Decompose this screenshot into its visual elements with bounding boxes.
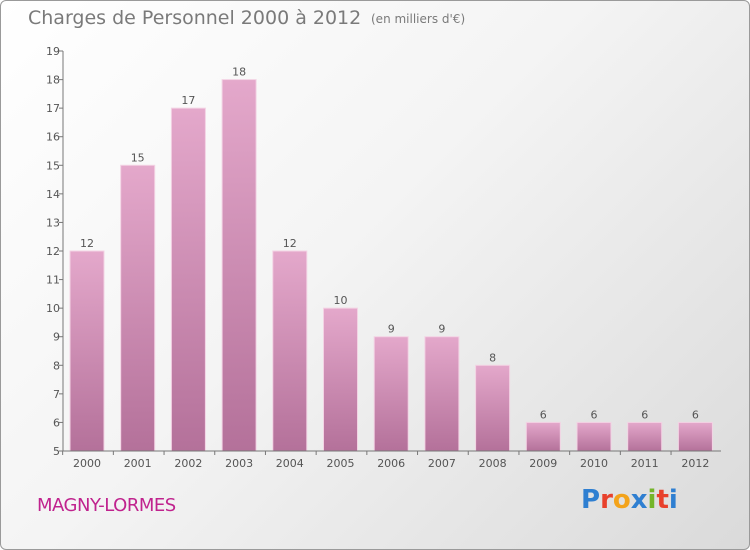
- y-tick-label-15: 15: [46, 159, 60, 172]
- value-label-2000: 12: [80, 237, 94, 250]
- bar-2001: [120, 164, 156, 452]
- y-tick-label-9: 9: [53, 331, 60, 344]
- bar-2004: [272, 250, 308, 452]
- value-label-2012: 6: [692, 408, 699, 421]
- bar-2009: [525, 421, 561, 452]
- value-label-2004: 12: [283, 237, 297, 250]
- x-tick-label-2001: 2001: [124, 457, 152, 470]
- x-tick-label-2004: 2004: [276, 457, 304, 470]
- bar-2012: [677, 421, 713, 452]
- value-label-2007: 9: [438, 323, 445, 336]
- value-label-2003: 18: [232, 66, 246, 79]
- y-tick-label-18: 18: [46, 74, 60, 87]
- x-tick-label-2003: 2003: [225, 457, 253, 470]
- y-tick-label-10: 10: [46, 302, 60, 315]
- logo-letter: P: [581, 485, 601, 515]
- proxiti-logo[interactable]: Proxiti: [581, 485, 678, 515]
- town-name: MAGNY-LORMES: [37, 495, 176, 516]
- y-tick-label-6: 6: [53, 416, 60, 429]
- bar-2006: [373, 336, 409, 452]
- y-tick-label-19: 19: [46, 45, 60, 58]
- value-label-2010: 6: [591, 408, 598, 421]
- y-tick-label-16: 16: [46, 131, 60, 144]
- y-tick-label-12: 12: [46, 245, 60, 258]
- x-tick-label-2008: 2008: [479, 457, 507, 470]
- value-label-2005: 10: [334, 294, 348, 307]
- value-label-2006: 9: [388, 323, 395, 336]
- x-tick-label-2007: 2007: [428, 457, 456, 470]
- value-label-2002: 17: [181, 94, 195, 107]
- value-label-2011: 6: [641, 408, 648, 421]
- bar-2003: [221, 79, 257, 452]
- x-tick-label-2009: 2009: [529, 457, 557, 470]
- x-tick-label-2002: 2002: [174, 457, 202, 470]
- chart-title: Charges de Personnel 2000 à 2012: [28, 7, 362, 29]
- bar-2011: [627, 421, 663, 452]
- y-tick-label-13: 13: [46, 216, 60, 229]
- bar-2010: [576, 421, 612, 452]
- bar-2007: [424, 336, 460, 452]
- bar-2005: [323, 307, 358, 452]
- logo-letter: r: [600, 485, 613, 515]
- x-tick-label-2000: 2000: [73, 457, 101, 470]
- bar-2002: [170, 107, 206, 452]
- x-tick-label-2011: 2011: [631, 457, 659, 470]
- logo-letter: x: [630, 485, 648, 515]
- x-tick-label-2005: 2005: [327, 457, 355, 470]
- chart-unit: (en milliers d'€): [371, 12, 466, 26]
- y-tick-label-14: 14: [46, 188, 60, 201]
- x-tick-label-2006: 2006: [377, 457, 405, 470]
- logo-letter: i: [668, 485, 678, 515]
- x-tick-label-2012: 2012: [681, 457, 709, 470]
- value-label-2008: 8: [489, 351, 496, 364]
- y-tick-label-5: 5: [53, 445, 60, 458]
- value-label-2009: 6: [540, 408, 547, 421]
- bar-2000: [69, 250, 105, 452]
- logo-letter: o: [612, 485, 631, 515]
- x-tick-label-2010: 2010: [580, 457, 608, 470]
- y-tick-label-8: 8: [53, 359, 60, 372]
- value-label-2001: 15: [131, 151, 145, 164]
- y-tick-label-17: 17: [46, 102, 60, 115]
- y-tick-label-11: 11: [46, 274, 60, 287]
- y-tick-label-7: 7: [53, 388, 60, 401]
- bar-2008: [475, 364, 511, 452]
- logo-letter: t: [656, 485, 669, 515]
- logo-letter: i: [647, 485, 657, 515]
